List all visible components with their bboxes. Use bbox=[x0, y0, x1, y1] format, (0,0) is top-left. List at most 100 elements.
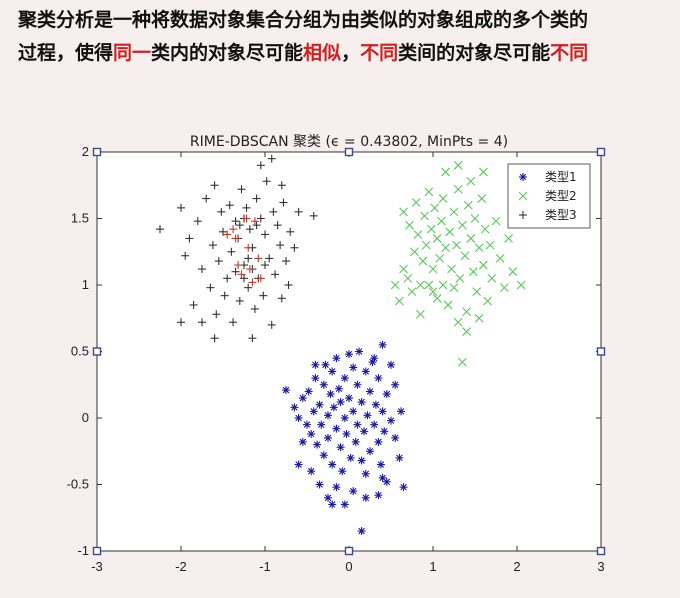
point-series-2-stroke bbox=[458, 357, 467, 367]
point-series-1 bbox=[340, 374, 349, 383]
point-series-1 bbox=[357, 456, 366, 465]
point-series-1 bbox=[355, 347, 364, 356]
point-series-1-stroke bbox=[379, 474, 386, 482]
point-series-1 bbox=[319, 380, 328, 389]
point-series-1-stroke bbox=[375, 438, 382, 446]
point-series-1-stroke bbox=[364, 412, 371, 419]
point-series-3 bbox=[181, 251, 190, 260]
point-series-1 bbox=[366, 447, 374, 456]
point-series-1 bbox=[336, 443, 345, 452]
point-series-1-stroke bbox=[320, 451, 328, 459]
point-series-3 bbox=[267, 154, 276, 163]
point-series-3 bbox=[227, 247, 236, 256]
legend: 类型1 类型2 类型3 bbox=[507, 163, 591, 229]
point-series-2 bbox=[426, 224, 436, 234]
resize-handle[interactable] bbox=[92, 347, 102, 356]
point-series-3 bbox=[290, 243, 299, 252]
point-series-2 bbox=[453, 317, 463, 327]
point-series-2-stroke bbox=[413, 230, 423, 239]
point-series-1-stroke bbox=[318, 421, 325, 428]
point-series-3 bbox=[294, 207, 303, 216]
point-series-3-highlight bbox=[234, 261, 243, 270]
point-series-1 bbox=[353, 420, 362, 429]
point-series-2-stroke bbox=[453, 160, 463, 170]
point-series-2 bbox=[477, 194, 487, 203]
point-series-1-stroke bbox=[352, 438, 359, 446]
point-series-2 bbox=[479, 260, 488, 270]
point-series-1 bbox=[357, 398, 366, 407]
point-series-2-stroke bbox=[453, 317, 463, 327]
resize-handle[interactable] bbox=[596, 546, 606, 556]
point-series-1-stroke bbox=[396, 454, 403, 462]
point-series-2-stroke bbox=[390, 280, 400, 290]
point-series-2-stroke bbox=[418, 256, 428, 266]
point-series-1-stroke bbox=[362, 470, 370, 478]
point-series-2-stroke bbox=[445, 227, 455, 237]
point-series-1-stroke bbox=[282, 386, 290, 394]
point-series-3-highlight bbox=[231, 234, 240, 243]
y-tick-label: 0 bbox=[82, 410, 89, 425]
point-series-2-stroke bbox=[495, 254, 505, 263]
point-series-2 bbox=[418, 256, 428, 266]
point-series-2 bbox=[504, 234, 513, 243]
point-series-1-stroke bbox=[391, 434, 399, 442]
point-series-2-stroke bbox=[500, 283, 509, 293]
point-series-1-stroke bbox=[358, 527, 365, 535]
legend-marker-2-stroke bbox=[518, 191, 528, 201]
point-series-2-stroke bbox=[432, 234, 442, 243]
heading-line-2-a: 过程，使得 bbox=[18, 42, 114, 64]
resize-handle[interactable] bbox=[596, 147, 606, 157]
point-series-1 bbox=[328, 367, 337, 376]
point-series-3 bbox=[256, 161, 265, 170]
point-series-1 bbox=[332, 354, 341, 363]
point-series-1 bbox=[328, 460, 337, 469]
point-series-1 bbox=[360, 427, 369, 436]
point-series-1 bbox=[336, 398, 345, 407]
point-series-1 bbox=[378, 473, 387, 482]
point-series-1 bbox=[315, 400, 324, 409]
point-series-1 bbox=[391, 433, 400, 442]
point-series-1 bbox=[349, 407, 358, 416]
point-series-3 bbox=[208, 241, 217, 250]
resize-handle[interactable] bbox=[596, 347, 606, 356]
resize-handle[interactable] bbox=[92, 147, 102, 157]
point-series-1 bbox=[361, 469, 370, 478]
point-series-1-stroke bbox=[324, 494, 332, 502]
point-series-1 bbox=[329, 403, 338, 412]
point-series-2 bbox=[487, 273, 497, 283]
selection-handles[interactable] bbox=[92, 147, 606, 556]
point-series-2 bbox=[508, 267, 518, 277]
point-series-2-stroke bbox=[468, 267, 478, 277]
point-series-2 bbox=[453, 184, 463, 194]
point-series-2-stroke bbox=[432, 293, 442, 303]
point-series-2-stroke bbox=[479, 260, 488, 270]
point-series-2 bbox=[500, 283, 509, 293]
point-series-1-stroke bbox=[333, 425, 340, 432]
point-series-1 bbox=[315, 480, 324, 489]
point-series-1-stroke bbox=[360, 428, 368, 435]
point-series-1 bbox=[346, 453, 355, 462]
point-series-2 bbox=[428, 287, 438, 297]
resize-handle[interactable] bbox=[344, 147, 354, 157]
point-series-2-stroke bbox=[477, 194, 487, 203]
resize-handle[interactable] bbox=[92, 546, 102, 556]
point-series-2 bbox=[480, 224, 490, 234]
point-series-1 bbox=[387, 416, 395, 425]
point-series-3 bbox=[282, 257, 290, 266]
point-series-2-stroke bbox=[462, 327, 471, 336]
point-series-1 bbox=[361, 493, 370, 502]
y-tick-label: -0.5 bbox=[67, 477, 89, 492]
point-series-2 bbox=[452, 240, 461, 250]
point-series-2 bbox=[435, 254, 445, 263]
point-series-3 bbox=[277, 181, 286, 190]
point-series-2-stroke bbox=[504, 234, 513, 243]
point-series-1 bbox=[282, 386, 290, 395]
point-series-2 bbox=[420, 211, 429, 221]
y-tick-label: -1 bbox=[77, 543, 89, 558]
point-series-1 bbox=[324, 433, 332, 442]
resize-handle[interactable] bbox=[344, 546, 354, 556]
point-series-2-stroke bbox=[416, 309, 425, 319]
point-series-3 bbox=[244, 254, 253, 263]
point-series-1-stroke bbox=[341, 414, 349, 422]
point-series-1 bbox=[294, 460, 303, 469]
